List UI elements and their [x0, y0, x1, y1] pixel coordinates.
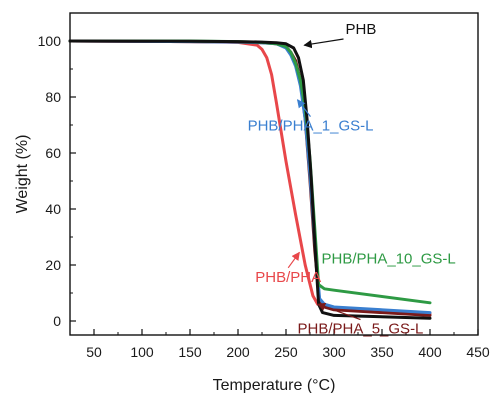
annotation-label-phb-pha-5-gs-l: PHB/PHA_5_GS-L	[298, 321, 424, 338]
x-tick-label: 350	[370, 344, 394, 360]
annotation-arrow-phb-pha-5-gs-l	[316, 302, 361, 321]
series-line-phb-pha-1-gs-l	[68, 39, 432, 315]
y-tick-label: 100	[38, 33, 62, 49]
y-tick-label: 20	[45, 257, 61, 273]
series-line-phb-pha	[68, 39, 432, 316]
annotation-arrow-phb	[303, 38, 344, 49]
x-tick-label: 200	[226, 344, 250, 360]
annotation-arrow-phb-pha	[287, 251, 300, 269]
y-axis-title: Weight (%)	[14, 135, 31, 214]
x-tick-label: 150	[178, 344, 202, 360]
annotation-label-phb-pha: PHB/PHA	[255, 269, 321, 286]
series-line-phb-pha-5-gs-l	[68, 39, 432, 317]
x-tick-label: 250	[274, 344, 298, 360]
annotation-label-phb-pha-10-gs-l: PHB/PHA_10_GS-L	[322, 251, 456, 268]
y-tick-label: 60	[45, 145, 61, 161]
y-tick-label: 40	[45, 201, 61, 217]
x-tick-label: 400	[418, 344, 442, 360]
plot-frame	[69, 12, 479, 336]
x-axis-title: Temperature (°C)	[213, 377, 336, 393]
x-tick-label: 100	[130, 344, 154, 360]
y-tick-label: 80	[45, 89, 61, 105]
series-line-phb	[68, 39, 432, 320]
y-tick-label: 0	[53, 313, 61, 329]
x-tick-label: 450	[466, 344, 490, 360]
x-tick-label: 50	[86, 344, 102, 360]
axis-ticks: 50 100 150 200 250 300 350 400 450 0 20 40 60 80 100	[38, 33, 490, 360]
annotation-label-phb: PHB	[346, 21, 377, 38]
series-lines	[68, 39, 432, 320]
annotation-arrow-phb-pha-1-gs-l	[296, 99, 311, 117]
x-tick-label: 300	[322, 344, 346, 360]
annotation-label-phb-pha-1-gs-l: PHB/PHA_1_GS-L	[248, 118, 374, 135]
